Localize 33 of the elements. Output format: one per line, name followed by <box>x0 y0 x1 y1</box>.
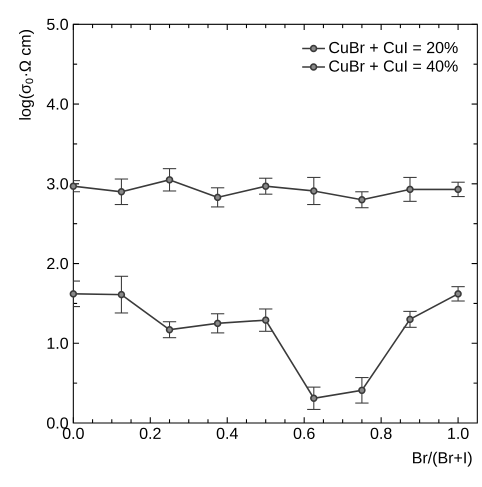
x-tick-label: 0.8 <box>370 428 392 440</box>
point <box>454 186 462 194</box>
y-tick-label: 0.0 <box>47 417 68 429</box>
point <box>262 182 270 190</box>
point <box>406 186 414 194</box>
x-tick-label: 0.4 <box>216 428 238 440</box>
point <box>70 290 78 298</box>
x-tick-label: 0.6 <box>294 428 315 440</box>
point <box>118 290 126 298</box>
y-tick-label: 2.0 <box>47 258 68 270</box>
point <box>310 394 318 402</box>
x-tick-label: 0.2 <box>140 428 161 440</box>
legend-label: CuBr + CuI = 40% <box>329 60 458 72</box>
y-axis-title: log(σ$_{0}$·Ω cm) <box>19 30 34 120</box>
y-tick-label: 3.0 <box>46 178 68 190</box>
y-tick-label: 5.0 <box>47 18 68 30</box>
x-tick-label: 0.0 <box>62 428 84 440</box>
point <box>166 326 174 334</box>
point <box>214 320 222 328</box>
point <box>214 194 222 202</box>
point <box>310 187 318 195</box>
point <box>406 316 414 324</box>
y-tick-label: 4.0 <box>46 98 68 110</box>
point <box>118 188 126 196</box>
y-tick-label: 1.0 <box>48 338 68 349</box>
point <box>358 196 366 204</box>
point <box>166 176 174 184</box>
x-tick-label: 1.0 <box>448 428 469 440</box>
point <box>358 386 366 394</box>
legend-label: CuBr + CuI = 20% <box>329 42 458 54</box>
point <box>262 316 270 324</box>
x-axis-title: Br/(Br+I) <box>413 452 472 467</box>
point <box>454 290 462 298</box>
